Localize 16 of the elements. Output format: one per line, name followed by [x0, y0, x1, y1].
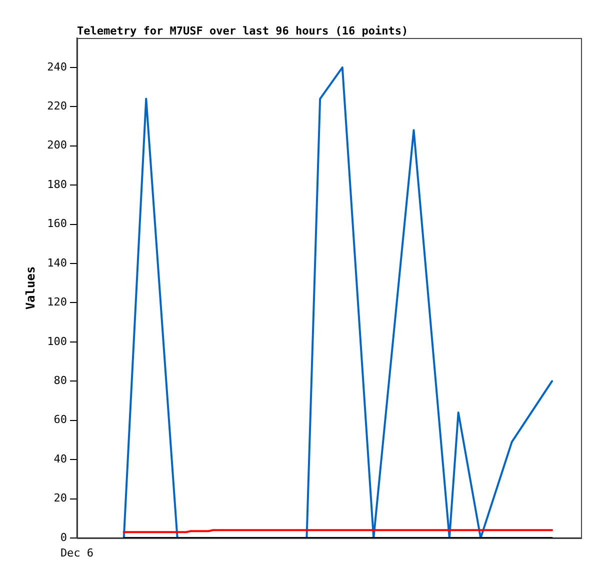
y-tick-label: 40 [54, 452, 67, 466]
y-tick-label: 60 [54, 413, 67, 426]
y-tick-label: 100 [47, 334, 67, 348]
y-tick-label: 80 [54, 374, 67, 387]
y-tick-label: 240 [47, 60, 67, 74]
y-tick-label: 160 [47, 217, 67, 230]
y-tick-label: 120 [47, 296, 67, 309]
y-tick-label: 220 [47, 99, 67, 112]
y-tick-label: 180 [47, 178, 67, 191]
y-tick-label: 20 [54, 492, 67, 505]
text: Dec 6 [60, 546, 94, 560]
y-tick-label: 0 [60, 530, 67, 544]
y-tick-label: 140 [47, 256, 67, 270]
y-tick-label: 200 [47, 138, 67, 152]
y-axis-title: Values [23, 266, 38, 310]
chart-title: Telemetry for M7USF over last 96 hours (16 points) [77, 24, 408, 38]
